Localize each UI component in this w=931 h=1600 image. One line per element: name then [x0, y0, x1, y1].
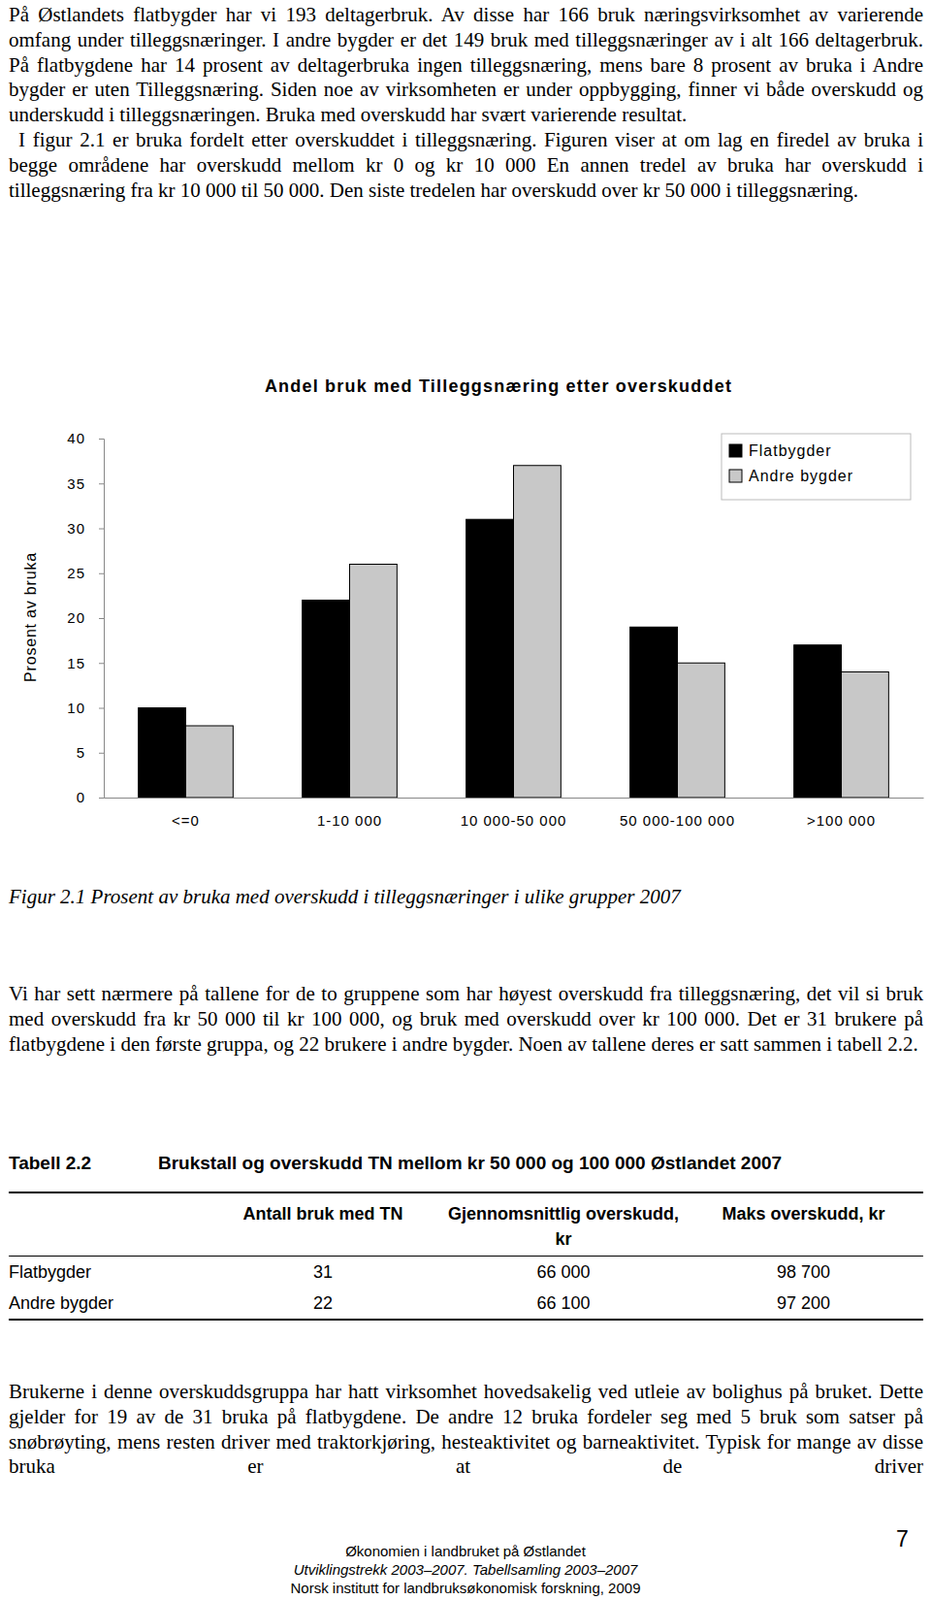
bar	[677, 662, 726, 798]
x-tick: 50 000-100 000	[619, 811, 736, 829]
table: Antall bruk med TNGjennomsnittlig oversk…	[8, 1190, 924, 1320]
y-tick-mark	[98, 707, 104, 709]
x-tick: <=0	[171, 811, 200, 829]
legend-swatch	[729, 444, 742, 457]
bar	[466, 518, 514, 798]
table-cell: 97 200	[683, 1286, 924, 1319]
y-tick-label: 10	[66, 699, 86, 716]
paragraph: I figur 2.1 er bruka fordelt etter overs…	[8, 128, 924, 203]
y-tick-label: 30	[66, 519, 86, 537]
table-title: Brukstall og overskudd TN mellom kr 50 0…	[158, 1152, 782, 1174]
y-tick-label: 15	[66, 654, 86, 672]
y-tick-mark	[98, 662, 104, 664]
y-tick-mark	[98, 482, 104, 484]
y-axis-title: Prosent av bruka	[22, 551, 39, 682]
y-tick-mark	[98, 438, 104, 440]
table-label: Tabell 2.2	[8, 1152, 92, 1174]
table-cell: 66 100	[443, 1286, 684, 1319]
legend-label: Flatbygder	[748, 442, 833, 459]
chart-title: Andel bruk med Tilleggsnæring etter over…	[264, 376, 733, 396]
legend-swatch	[729, 469, 742, 482]
legend: Flatbygder Andre bygder	[721, 433, 911, 500]
y-tick: 35	[66, 475, 104, 492]
paragraph: På Østlandets flatbygder har vi 193 delt…	[8, 2, 924, 129]
bar	[841, 672, 890, 799]
table-cell: 31	[202, 1255, 444, 1288]
x-tick: 1-10 000	[317, 811, 383, 829]
footer-line: Økonomien i landbruket på Østlandet	[0, 1540, 931, 1560]
table-header-cell: Gjennomsnittlig overskudd, kr	[443, 1191, 684, 1256]
bar	[630, 626, 678, 798]
y-tick-label: 40	[66, 429, 86, 447]
chart: Andel bruk med Tilleggsnæring etter over…	[0, 366, 931, 852]
y-tick-label: 35	[66, 475, 86, 492]
table-header-cell: Antall bruk med TN	[202, 1191, 444, 1256]
y-tick-label: 0	[76, 788, 86, 805]
table-cell: Andre bygder	[8, 1286, 203, 1319]
x-tick-label: <=0	[171, 811, 200, 829]
footer-line: Utviklingstrekk 2003–2007. Tabellsamling…	[0, 1559, 931, 1578]
bar	[302, 600, 351, 799]
x-tick: >100 000	[806, 811, 876, 829]
caption: Figur 2.1 Prosent av bruka med overskudd…	[8, 884, 924, 910]
table-row: Andre bygder2266 10097 200	[8, 1286, 924, 1319]
y-tick-label: 25	[66, 564, 86, 581]
x-tick-label: 50 000-100 000	[619, 811, 736, 829]
y-tick: 0	[76, 788, 104, 805]
y-tick: 10	[66, 699, 104, 716]
y-tick: 15	[66, 654, 104, 672]
bar	[350, 564, 398, 799]
bars	[138, 465, 890, 798]
table-row: Flatbygder3166 00098 700	[8, 1255, 924, 1288]
table-header: Antall bruk med TNGjennomsnittlig oversk…	[8, 1191, 924, 1256]
footer-line: Norsk institutt for landbruksøkonomisk f…	[0, 1577, 931, 1597]
x-tick-label: 10 000-50 000	[460, 811, 568, 829]
y-tick: 30	[66, 519, 104, 537]
y-tick: 25	[66, 564, 104, 581]
table-header-cell: Maks overskudd, kr	[683, 1191, 924, 1256]
table-cell: 66 000	[443, 1255, 684, 1288]
y-tick-mark	[98, 573, 104, 575]
y-tick-label: 20	[66, 609, 86, 626]
y-tick-mark	[98, 797, 104, 799]
table-cell: Flatbygder	[8, 1255, 203, 1288]
y-tick-label: 5	[76, 743, 86, 761]
y-axis-line	[98, 439, 105, 799]
bar	[794, 644, 842, 798]
bar	[186, 725, 234, 798]
y-tick: 20	[66, 609, 104, 626]
x-axis: <=0 1-10 000 10 000-50 000 50 000-100 000 >1…	[104, 798, 925, 829]
table-cell: 22	[202, 1286, 444, 1319]
x-axis-line	[104, 797, 925, 799]
paragraph: Vi har sett nærmere på tallene for de to…	[8, 981, 924, 1057]
y-tick-mark	[98, 752, 104, 754]
x-tick-label: >100 000	[806, 811, 876, 829]
paragraph: Brukerne i denne overskuddsgruppa har ha…	[8, 1379, 924, 1479]
bar	[513, 465, 562, 798]
legend-label: Andre bygder	[748, 467, 854, 484]
table-cell: 98 700	[683, 1255, 924, 1288]
y-tick-mark	[98, 617, 104, 619]
x-tick: 10 000-50 000	[460, 811, 568, 829]
table-header-cell	[8, 1191, 203, 1256]
y-tick: 40	[66, 429, 104, 447]
y-tick: 5	[76, 743, 104, 761]
legend-frame	[721, 433, 911, 500]
x-tick-label: 1-10 000	[317, 811, 383, 829]
y-axis: 0 5 10 15 20 25 30 35 40	[66, 429, 104, 805]
page-number: 7	[896, 1525, 909, 1552]
bar	[138, 707, 187, 799]
text-block: På Østlandets flatbygder har vi 193 delt…	[8, 2, 924, 203]
y-tick-mark	[98, 528, 104, 530]
